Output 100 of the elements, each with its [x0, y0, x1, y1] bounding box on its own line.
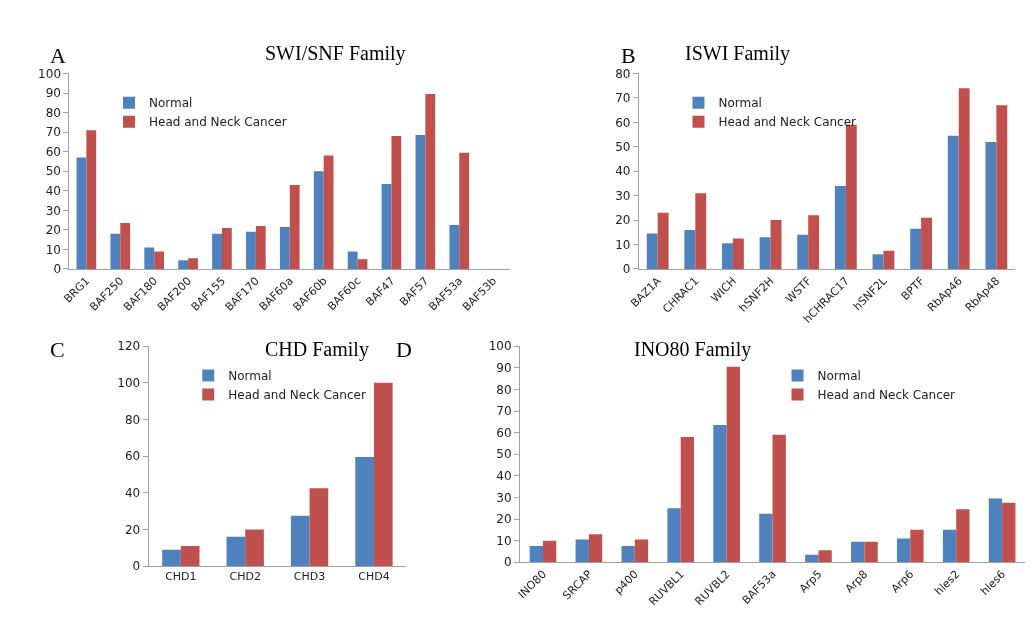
y-tick-label: 60 [124, 449, 141, 464]
bar [290, 515, 310, 567]
y-tick-label: 50 [615, 139, 631, 154]
bar [695, 193, 707, 269]
bar [180, 546, 200, 567]
legend-label: Head and Neck Cancer [228, 388, 366, 403]
y-tick-label: 30 [496, 490, 512, 505]
bar [958, 88, 970, 269]
bar [221, 227, 232, 269]
y-tick-label: 40 [496, 469, 512, 484]
bar [120, 223, 131, 269]
y-tick-label: 40 [45, 183, 62, 198]
bar [684, 229, 696, 269]
bar [381, 183, 392, 269]
bar [808, 215, 820, 269]
y-tick-label: 30 [45, 203, 62, 218]
bar [851, 541, 865, 563]
bar [910, 228, 922, 269]
bar [449, 224, 460, 269]
y-tick-label: 40 [124, 486, 141, 501]
y-tick-label: 50 [496, 447, 512, 462]
y-tick-label: 60 [45, 144, 62, 159]
bar [872, 254, 884, 269]
bar [621, 546, 635, 563]
bar [415, 135, 426, 269]
bar [910, 529, 924, 563]
y-tick-label: 70 [615, 91, 631, 106]
bar [732, 238, 744, 269]
legend-label: Normal [718, 96, 762, 111]
bar [759, 237, 771, 269]
bar [255, 225, 266, 269]
y-tick-label: 100 [488, 339, 512, 354]
bar [357, 259, 368, 269]
bar [646, 233, 658, 269]
y-tick-label: 80 [124, 412, 141, 427]
legend-label: Head and Neck Cancer [149, 115, 287, 130]
y-tick-label: 80 [615, 66, 631, 81]
annotation: D [396, 337, 412, 362]
bar [988, 498, 1003, 563]
bar [883, 250, 895, 269]
bar [1002, 502, 1016, 563]
bar [178, 260, 189, 269]
y-tick-label: 20 [496, 512, 512, 527]
bar [942, 529, 957, 563]
y-tick-label: 80 [45, 105, 62, 120]
y-tick-label: 60 [615, 115, 631, 130]
bar [921, 217, 932, 269]
bar [373, 382, 393, 567]
bar [864, 541, 878, 563]
bar [86, 130, 97, 269]
y-tick-label: 10 [45, 242, 62, 257]
bar [722, 243, 733, 269]
y-tick-label: 0 [53, 262, 62, 277]
y-tick-label: 100 [38, 66, 62, 81]
bar [667, 508, 681, 563]
bar [759, 513, 773, 563]
bar [634, 539, 649, 563]
bar [985, 141, 997, 269]
legend-label: Head and Neck Cancer [718, 115, 857, 130]
y-tick-label: 80 [496, 382, 512, 397]
bar [459, 152, 470, 269]
bar [772, 434, 786, 563]
bar [245, 529, 264, 567]
y-tick-label: 10 [615, 237, 631, 252]
legend-label: Normal [149, 96, 193, 111]
bar [834, 185, 846, 269]
bar [805, 554, 819, 563]
bar [770, 220, 782, 269]
bar [713, 425, 727, 563]
y-tick-label: 90 [496, 361, 512, 376]
y-tick-label: 50 [45, 164, 62, 179]
bar [162, 549, 181, 567]
x-tick-label: CHD3 [293, 570, 326, 584]
y-tick-label: 120 [117, 339, 141, 354]
y-tick-label: 70 [45, 125, 62, 140]
bar [154, 251, 164, 269]
y-tick-label: 10 [496, 533, 512, 548]
chart-title: SWI/SNF Family [265, 42, 406, 65]
bar [391, 136, 402, 269]
y-tick-label: 20 [45, 223, 62, 238]
text: A [50, 43, 66, 68]
bar [226, 536, 246, 567]
bar [797, 234, 809, 269]
bar [279, 226, 290, 269]
chart-title: CHD Family [265, 338, 369, 361]
bar [246, 231, 256, 269]
bar [188, 258, 198, 269]
y-tick-label: 0 [503, 555, 512, 570]
bar [323, 155, 334, 269]
bar [144, 247, 155, 269]
y-tick-label: 60 [496, 425, 512, 440]
bar [726, 366, 740, 563]
y-tick-label: 100 [117, 376, 141, 391]
chart-title: ISWI Family [685, 42, 790, 65]
bar [309, 488, 329, 567]
y-tick-label: 20 [124, 522, 141, 537]
bar [289, 184, 300, 269]
y-tick-label: 0 [622, 262, 631, 277]
bar [76, 157, 87, 269]
bar [110, 233, 121, 269]
